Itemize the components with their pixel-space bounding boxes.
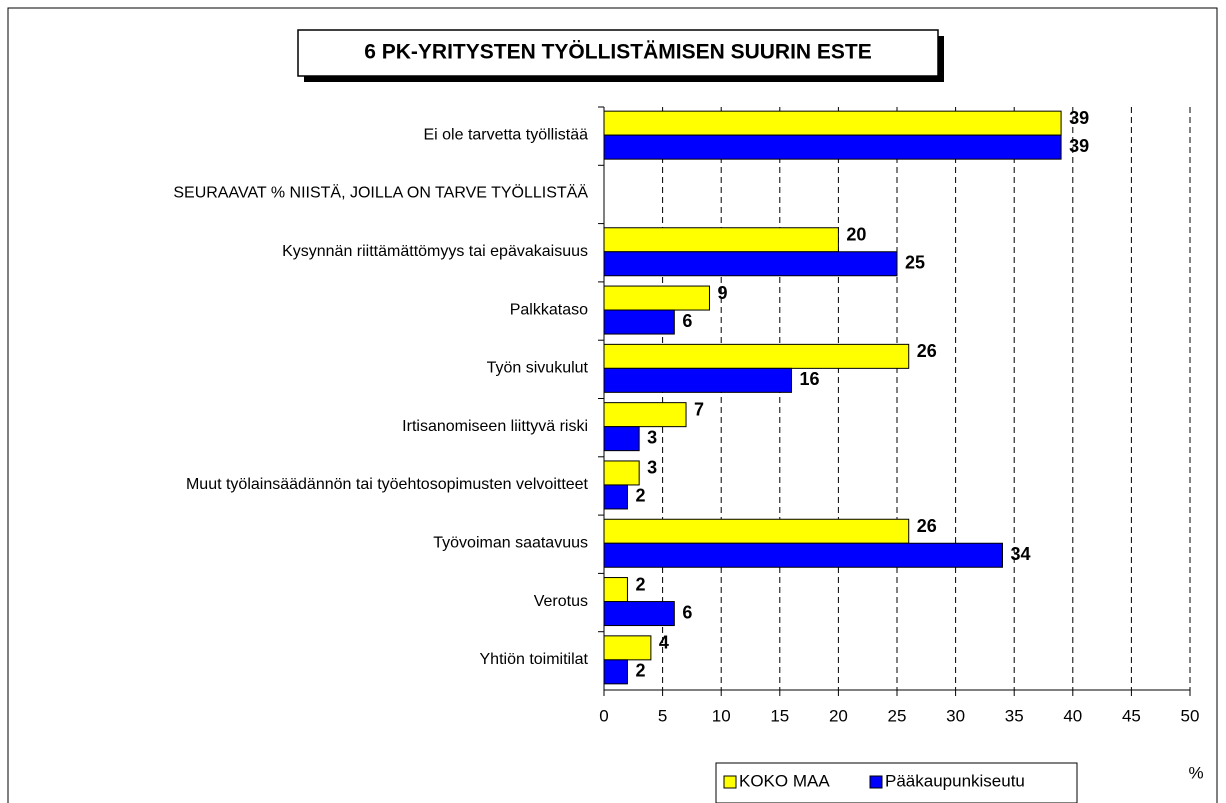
bar bbox=[603, 484, 628, 510]
value-label: 16 bbox=[800, 369, 820, 389]
bar bbox=[603, 635, 652, 661]
x-tick-label: 50 bbox=[1181, 706, 1200, 725]
x-tick-label: 10 bbox=[712, 706, 731, 725]
y-tick-label: Työn sivukulut bbox=[487, 360, 589, 377]
y-tick-label: Yhtiön toimitilat bbox=[480, 651, 589, 668]
x-tick-label: 5 bbox=[658, 706, 667, 725]
bar bbox=[603, 367, 793, 393]
value-label: 20 bbox=[846, 225, 866, 245]
value-label: 26 bbox=[917, 516, 937, 536]
chart-title: 6 PK-YRITYSTEN TYÖLLISTÄMISEN SUURIN EST… bbox=[364, 41, 872, 64]
y-tick-label: Ei ole tarvetta työllistää bbox=[423, 126, 588, 143]
y-tick-label: Irtisanomiseen liittyvä riski bbox=[402, 418, 588, 435]
value-label: 39 bbox=[1069, 108, 1089, 128]
value-label: 25 bbox=[905, 253, 925, 273]
y-tick-label: Kysynnän riittämättömyys tai epävakaisuu… bbox=[282, 243, 588, 260]
x-tick-label: 40 bbox=[1063, 706, 1082, 725]
bar bbox=[603, 460, 640, 486]
value-label: 34 bbox=[1010, 544, 1030, 564]
x-tick-label: 30 bbox=[946, 706, 965, 725]
x-axis-label: % bbox=[1188, 763, 1203, 782]
bar bbox=[603, 518, 910, 544]
y-tick-label: Palkkataso bbox=[510, 301, 588, 318]
value-label: 6 bbox=[682, 602, 692, 622]
value-label: 2 bbox=[635, 486, 645, 506]
value-label: 6 bbox=[682, 311, 692, 331]
title-box bbox=[297, 29, 939, 77]
bar bbox=[603, 309, 675, 335]
y-tick-label: Verotus bbox=[534, 593, 588, 610]
value-label: 4 bbox=[659, 633, 669, 653]
bar bbox=[603, 402, 687, 428]
bar bbox=[603, 251, 898, 277]
value-label: 9 bbox=[717, 283, 727, 303]
y-tick-label: Työvoiman saatavuus bbox=[433, 534, 588, 551]
bar bbox=[603, 227, 839, 253]
bar bbox=[603, 285, 710, 311]
bar bbox=[603, 542, 1003, 568]
legend-label: Pääkaupunkiseutu bbox=[885, 771, 1025, 790]
value-label: 26 bbox=[917, 341, 937, 361]
legend-label: KOKO MAA bbox=[739, 771, 830, 790]
legend-box bbox=[715, 762, 1078, 803]
x-tick-label: 15 bbox=[770, 706, 789, 725]
value-label: 7 bbox=[694, 399, 704, 419]
y-tick-label: SEURAAVAT % NIISTÄ, JOILLA ON TARVE TYÖL… bbox=[173, 184, 588, 202]
value-label: 2 bbox=[635, 574, 645, 594]
bar bbox=[603, 134, 1062, 160]
value-label: 2 bbox=[635, 661, 645, 681]
bar bbox=[603, 343, 910, 369]
value-label: 39 bbox=[1069, 136, 1089, 156]
legend-swatch bbox=[723, 775, 737, 789]
legend-swatch bbox=[869, 775, 883, 789]
value-label: 3 bbox=[647, 427, 657, 447]
x-tick-label: 25 bbox=[888, 706, 907, 725]
value-label: 3 bbox=[647, 458, 657, 478]
bar bbox=[603, 426, 640, 452]
bar bbox=[603, 110, 1062, 136]
x-tick-label: 35 bbox=[1005, 706, 1024, 725]
bar bbox=[603, 577, 628, 603]
x-tick-label: 20 bbox=[829, 706, 848, 725]
x-tick-label: 45 bbox=[1122, 706, 1141, 725]
bar bbox=[603, 601, 675, 627]
bar bbox=[603, 659, 628, 685]
y-tick-label: Muut työlainsäädännön tai työehtosopimus… bbox=[186, 476, 589, 493]
x-tick-label: 0 bbox=[599, 706, 608, 725]
